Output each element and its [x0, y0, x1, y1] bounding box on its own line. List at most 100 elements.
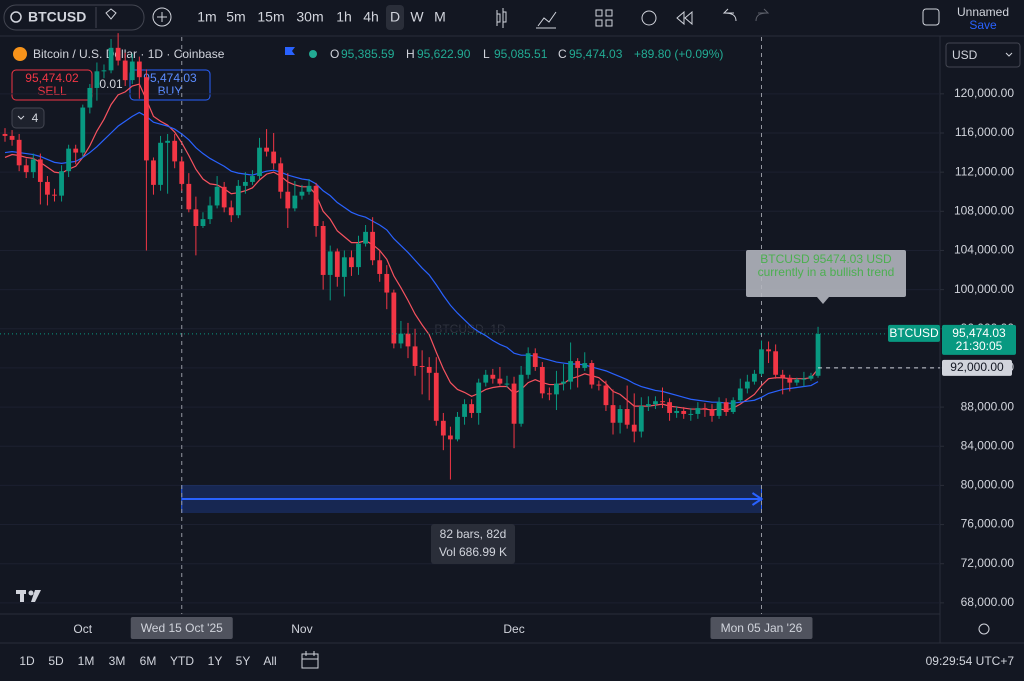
candle-body	[440, 420, 446, 436]
candle-body	[525, 353, 531, 375]
candle-body	[469, 404, 475, 413]
interval[interactable]: 1h	[336, 9, 352, 25]
alert-icon[interactable]	[641, 10, 657, 26]
candle-body	[200, 219, 206, 226]
ohlc-value: 95,085.51	[494, 47, 548, 61]
interval[interactable]: W	[410, 9, 424, 25]
candle-body	[780, 374, 786, 378]
date-range-icon[interactable]	[301, 651, 319, 669]
candle-body	[228, 207, 234, 216]
annotation-pointer	[817, 297, 829, 304]
candle-body	[433, 372, 439, 421]
layout-box[interactable]	[922, 8, 940, 26]
undo-icon[interactable]	[722, 8, 737, 22]
symbol-search[interactable]	[3, 4, 145, 31]
candle-body	[250, 176, 255, 182]
candle-body	[709, 409, 715, 416]
candle-body	[207, 205, 213, 220]
interval[interactable]: 1m	[197, 9, 216, 25]
layout-name[interactable]: Unnamed	[957, 5, 1009, 19]
buy-price: 95,474.03	[143, 71, 197, 85]
timeframe[interactable]: 6M	[140, 654, 157, 668]
save[interactable]: Save	[969, 18, 997, 32]
buy-button[interactable]	[129, 69, 211, 101]
y-tick-label: 68,000.00	[961, 595, 1015, 609]
symbol-tag-text: BTCUSD	[889, 326, 939, 340]
toolbar-icons	[496, 8, 940, 29]
settings-icon[interactable]	[978, 623, 990, 635]
candle-body	[554, 383, 559, 395]
interval[interactable]: 15m	[257, 9, 284, 25]
symbol[interactable]: BTCUSD	[28, 9, 86, 25]
timeframe[interactable]: 1M	[78, 654, 95, 668]
candle-body	[575, 361, 581, 368]
timeframe[interactable]: 5Y	[236, 654, 251, 668]
sell-label: SELL	[37, 84, 67, 98]
candle-body	[448, 435, 453, 440]
candle-body	[766, 349, 771, 352]
indicators-toggle[interactable]	[11, 107, 45, 129]
active-interval-bg	[386, 5, 404, 30]
candle-body	[511, 383, 517, 424]
interval[interactable]: M	[434, 9, 446, 25]
candle-body	[94, 71, 100, 88]
x-tick-label: Nov	[291, 622, 312, 636]
diamond-icon[interactable]	[105, 8, 117, 20]
replay-icon[interactable]	[676, 10, 693, 26]
ohlc-key: L	[483, 47, 490, 61]
currency: USD	[952, 48, 978, 62]
candle-body	[688, 413, 694, 415]
timeframe[interactable]: 1Y	[208, 654, 223, 668]
candles-icon[interactable]	[496, 8, 507, 28]
timeframe[interactable]: 1D	[19, 654, 35, 668]
currency-select[interactable]	[945, 42, 1021, 68]
buy-label: BUY	[158, 84, 183, 98]
candle-body	[653, 401, 658, 405]
candle-body	[794, 379, 800, 383]
indicators-icon[interactable]	[536, 11, 557, 29]
candle-body	[144, 77, 149, 161]
candle-body	[356, 243, 361, 268]
timeframe[interactable]: 5D	[48, 654, 64, 668]
interval[interactable]: D	[390, 9, 400, 25]
candle-body	[483, 374, 489, 383]
candle-body	[808, 375, 814, 379]
interval[interactable]: 4h	[363, 9, 379, 25]
chevron	[1005, 52, 1013, 57]
timeframe[interactable]: YTD	[170, 654, 194, 668]
candle-body	[546, 393, 552, 395]
candle-body	[341, 257, 347, 277]
timeframe[interactable]: 3M	[109, 654, 126, 668]
candle-body	[730, 400, 736, 412]
layout-icon[interactable]	[595, 9, 613, 27]
last-price: 95,474.03	[952, 326, 1006, 340]
candle-body	[66, 148, 72, 172]
candle-body	[398, 333, 404, 344]
btc-icon	[13, 47, 27, 61]
redo-icon[interactable]	[755, 8, 770, 22]
add-symbol[interactable]	[152, 7, 172, 27]
y-tick-label: 108,000.00	[954, 203, 1014, 217]
candle-body	[624, 409, 630, 425]
flag[interactable]	[285, 47, 295, 55]
candle-body	[391, 292, 397, 344]
spread: 0.01	[99, 77, 123, 91]
candle-body	[384, 273, 390, 293]
candle-body	[737, 388, 743, 401]
interval[interactable]: 30m	[296, 9, 323, 25]
candle-body	[73, 148, 79, 153]
sell-button[interactable]	[11, 69, 93, 101]
y-tick-label: 80,000.00	[961, 478, 1015, 492]
candle-body	[660, 401, 665, 403]
candle-body	[235, 185, 241, 216]
measure-label-bg	[431, 524, 515, 564]
candle-body	[158, 142, 163, 185]
candle-body	[52, 194, 57, 196]
candle-body	[405, 333, 411, 347]
candle-body	[455, 416, 460, 440]
candle-body	[589, 363, 595, 385]
candle-body	[320, 225, 326, 275]
interval[interactable]: 5m	[226, 9, 245, 25]
timeframe[interactable]: All	[263, 654, 276, 668]
